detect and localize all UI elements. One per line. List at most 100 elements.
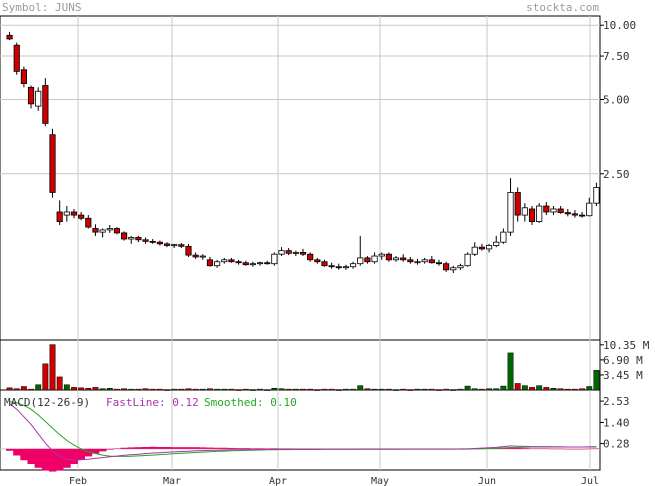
axis-labels: Feb Mar Apr May Jun Jul 10.00 7.50 5.00 2.50 10.35… <box>69 19 650 486</box>
volume-bar <box>42 363 49 391</box>
macd-panel <box>0 401 601 472</box>
candle-body <box>285 250 292 254</box>
candle-body <box>378 253 385 257</box>
panel-frames <box>0 15 601 471</box>
volume-bar <box>63 384 70 391</box>
candle-body <box>56 211 63 222</box>
volume-bar <box>529 387 535 391</box>
volume-bar <box>579 388 586 391</box>
volume-bar <box>500 385 507 391</box>
candle-body <box>507 192 514 233</box>
volume-bar <box>471 388 478 391</box>
volume-bar <box>6 387 13 391</box>
volume-bar <box>593 370 600 391</box>
macd-histogram-bar <box>13 448 21 456</box>
candle-body <box>392 257 400 261</box>
volume-bar <box>71 387 77 391</box>
volume-bar <box>350 388 357 391</box>
macd-histogram-bar <box>56 448 64 471</box>
candle-body <box>185 245 192 256</box>
candle-body <box>371 255 378 263</box>
price-tick-label: 7.50 <box>603 50 630 63</box>
volume-bar <box>436 389 442 391</box>
volume-bar <box>478 388 485 391</box>
candle-body <box>106 228 113 231</box>
volume-bar <box>113 388 120 391</box>
macd-histogram-bar <box>163 447 171 449</box>
macd-histogram-bar <box>213 447 221 449</box>
macd-histogram-bar <box>70 448 78 464</box>
volume-bar <box>214 388 221 391</box>
candle-body <box>214 261 221 267</box>
volume-tick-label: 6.90 M <box>603 354 643 367</box>
macd-histogram-bar <box>592 448 601 450</box>
candle-body <box>192 254 199 258</box>
volume-bar <box>235 389 242 391</box>
candle-body <box>543 205 550 213</box>
volume-bar <box>464 385 471 391</box>
candle-body <box>163 243 171 246</box>
macd-histogram-bar <box>571 448 579 450</box>
candle-body <box>156 241 163 245</box>
candle-body <box>63 211 70 216</box>
candle-body <box>121 232 128 240</box>
volume-bar <box>450 389 457 391</box>
candle-body <box>342 266 350 269</box>
volume-bar <box>49 344 56 391</box>
candle-body <box>357 257 364 265</box>
candle-body <box>35 90 42 107</box>
volume-bar <box>128 388 135 391</box>
volume-bar <box>557 388 564 391</box>
macd-histogram-bar <box>84 448 93 457</box>
candle-body <box>328 265 335 268</box>
volume-bar <box>78 387 85 391</box>
volume-bar <box>572 388 578 391</box>
x-tick-label: May <box>371 476 389 486</box>
candle-body <box>457 265 464 269</box>
volume-bar <box>171 388 178 391</box>
candle-body <box>485 245 493 250</box>
macd-histogram-bar <box>249 448 257 449</box>
volume-bar <box>321 388 328 391</box>
volume-bar <box>149 388 156 391</box>
candle-body <box>321 261 328 267</box>
candle-body <box>42 85 49 124</box>
macd-histogram-bar <box>113 448 121 450</box>
candle-body <box>78 214 85 219</box>
candle-body <box>536 205 543 222</box>
volume-bar <box>164 389 170 391</box>
volume-bar <box>343 388 349 391</box>
volume-bar <box>393 389 399 391</box>
candle-body <box>92 228 99 233</box>
volume-bar <box>292 388 299 391</box>
volume-bar <box>400 388 407 391</box>
macd-tick-label: 2.53 <box>603 395 630 408</box>
x-tick-label: Mar <box>163 476 181 486</box>
volume-bar <box>271 388 278 391</box>
volume-bar <box>300 388 306 391</box>
macd-histogram-bar <box>277 448 286 450</box>
candle-body <box>199 255 206 258</box>
volume-bar <box>228 388 235 391</box>
volume-bar <box>443 388 450 391</box>
macd-histogram-bar <box>134 447 143 449</box>
macd-histogram-bar <box>127 447 136 449</box>
candle-body <box>586 202 593 217</box>
volume-bar <box>85 388 92 391</box>
candle-body <box>593 187 600 204</box>
volume-bar <box>364 388 371 391</box>
volume-bar <box>56 376 63 391</box>
macd-histogram-bar <box>6 448 14 451</box>
macd-histogram-bar <box>549 448 558 450</box>
macd-histogram-bar <box>184 447 193 449</box>
candle-body <box>278 250 285 255</box>
candle-body <box>221 259 228 263</box>
candle-body <box>428 259 435 264</box>
macd-histogram-bar <box>285 448 293 450</box>
candle-body <box>20 69 27 84</box>
volume-bar <box>285 388 292 391</box>
candle-body <box>256 262 264 265</box>
macd-histogram-bar <box>542 448 551 450</box>
volume-bar <box>543 387 550 391</box>
